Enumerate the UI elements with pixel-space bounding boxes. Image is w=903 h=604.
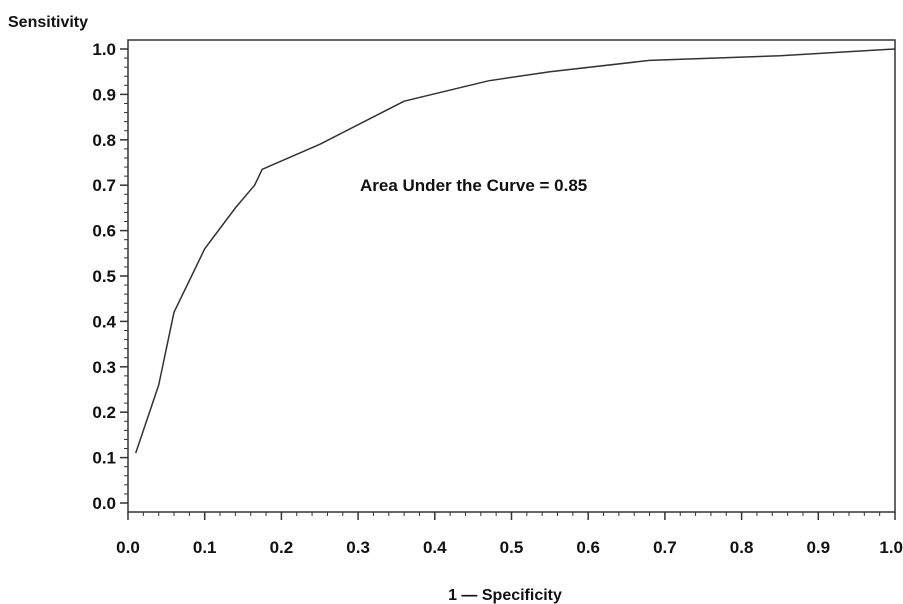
x-tick-label: 0.2 xyxy=(270,538,294,557)
x-tick-label: 0.7 xyxy=(653,538,677,557)
x-tick-label: 0.9 xyxy=(806,538,830,557)
roc-curve-line xyxy=(134,48,896,454)
x-tick-label: 0.0 xyxy=(116,538,140,557)
auc-annotation: Area Under the Curve = 0.85 xyxy=(360,176,587,195)
x-axis: 0.0 0.1 0.2 0.3 0.4 0.5 0.6 0.7 0.8 0.9 1.0 xyxy=(116,512,903,557)
x-tick-label: 0.3 xyxy=(346,538,370,557)
x-tick-label: 0.1 xyxy=(193,538,217,557)
y-tick-label: 0.0 xyxy=(92,494,116,513)
y-tick-label: 1.0 xyxy=(92,40,116,59)
y-tick-label: 0.8 xyxy=(92,131,116,150)
y-tick-label: 0.4 xyxy=(92,312,116,331)
y-tick-label: 0.7 xyxy=(92,176,116,195)
y-tick-label: 0.1 xyxy=(92,449,116,468)
y-axis: 0.0 0.1 0.2 0.3 0.4 0.5 0.6 0.7 0.8 0.9 1.0 xyxy=(92,40,128,513)
x-tick-label: 0.4 xyxy=(423,538,447,557)
y-tick-label: 0.2 xyxy=(92,403,116,422)
y-tick-label: 0.5 xyxy=(92,267,116,286)
x-tick-label: 0.5 xyxy=(500,538,524,557)
y-tick-label: 0.9 xyxy=(92,85,116,104)
y-tick-label: 0.6 xyxy=(92,222,116,241)
x-tick-label: 1.0 xyxy=(879,538,903,557)
plot-frame xyxy=(127,39,896,513)
x-axis-title: 1 — Specificity xyxy=(448,587,562,604)
x-tick-label: 0.6 xyxy=(576,538,600,557)
y-tick-label: 0.3 xyxy=(92,358,116,377)
y-axis-title: Sensitivity xyxy=(8,14,88,31)
x-tick-label: 0.8 xyxy=(730,538,754,557)
